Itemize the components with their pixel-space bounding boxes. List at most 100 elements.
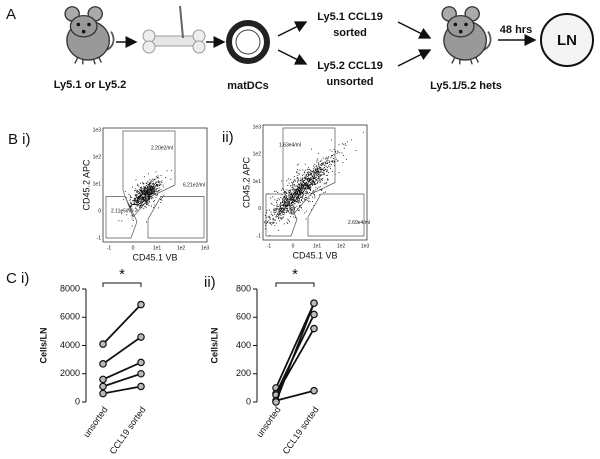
event-dot xyxy=(275,216,277,218)
event-dot xyxy=(295,200,297,202)
event-dot xyxy=(275,215,277,217)
event-dot xyxy=(297,192,299,194)
event-dot xyxy=(146,191,148,192)
event-dot xyxy=(153,186,155,188)
event-dot xyxy=(330,157,332,159)
x-tick-label: unsorted xyxy=(254,405,282,439)
event-dot xyxy=(144,189,146,191)
event-dot xyxy=(297,183,299,185)
event-dot xyxy=(293,200,295,201)
arrow xyxy=(397,21,432,39)
event-dot xyxy=(296,189,298,191)
event-dot xyxy=(315,174,317,176)
event-dot xyxy=(155,183,156,185)
event-dot xyxy=(299,192,301,194)
source-label: Ly5.1 or Ly5.2 xyxy=(54,79,127,91)
event-dot xyxy=(307,186,308,188)
event-dot xyxy=(152,193,154,195)
event-dot xyxy=(335,158,337,160)
event-dot xyxy=(312,178,314,180)
event-dot xyxy=(328,172,329,173)
event-dot xyxy=(135,204,136,206)
event-dot xyxy=(145,206,147,208)
data-point xyxy=(137,300,145,309)
event-dot xyxy=(279,210,281,211)
event-dot xyxy=(143,190,144,192)
event-dot xyxy=(142,202,144,203)
event-dot xyxy=(297,195,299,196)
event-dot xyxy=(286,189,288,191)
event-dot xyxy=(130,206,131,208)
event-dot xyxy=(293,191,295,192)
event-dot xyxy=(294,180,296,182)
event-dot xyxy=(299,209,300,211)
event-dot xyxy=(329,161,331,163)
event-dot xyxy=(290,199,291,201)
event-dot xyxy=(303,198,305,199)
event-dot xyxy=(138,193,140,194)
event-dot xyxy=(149,179,151,181)
event-dot xyxy=(282,216,284,218)
event-dot xyxy=(145,194,147,196)
event-dot xyxy=(296,181,298,183)
event-dot xyxy=(300,204,302,206)
event-dot xyxy=(274,191,276,192)
event-dot xyxy=(289,189,291,191)
event-dot xyxy=(297,196,298,197)
event-dot xyxy=(323,163,324,165)
event-dot xyxy=(158,185,160,186)
event-dot xyxy=(273,209,275,210)
event-dot xyxy=(151,187,153,189)
event-dot xyxy=(297,192,298,194)
event-dot xyxy=(299,188,301,189)
event-dot xyxy=(273,222,275,224)
event-dot xyxy=(313,205,315,206)
event-dot xyxy=(294,203,296,205)
event-dot xyxy=(147,185,148,187)
event-dot xyxy=(309,182,311,183)
event-dot xyxy=(148,195,150,197)
event-dot xyxy=(306,185,308,187)
event-dot xyxy=(284,208,286,209)
event-dot xyxy=(299,191,301,193)
event-dot xyxy=(297,181,299,183)
event-dot xyxy=(315,187,317,189)
event-dot xyxy=(308,187,310,189)
event-dot xyxy=(276,203,278,205)
event-dot xyxy=(309,187,311,189)
event-dot xyxy=(270,223,271,225)
event-dot xyxy=(294,217,296,218)
event-dot xyxy=(300,186,302,188)
event-dot xyxy=(130,203,132,204)
event-dot xyxy=(309,200,311,202)
event-dot xyxy=(154,204,156,206)
event-dot xyxy=(153,189,155,190)
event-dot xyxy=(278,214,280,216)
event-dot xyxy=(162,186,164,188)
event-dot xyxy=(142,204,144,206)
event-dot xyxy=(148,192,150,194)
event-dot xyxy=(276,213,278,215)
event-dot xyxy=(290,203,292,204)
event-dot xyxy=(328,159,330,161)
event-dot xyxy=(275,190,277,192)
event-dot xyxy=(334,162,335,164)
event-dot xyxy=(280,217,281,219)
event-dot xyxy=(284,201,286,203)
event-dot xyxy=(303,192,305,194)
event-dot xyxy=(281,189,282,191)
event-dot xyxy=(136,197,138,199)
event-dot xyxy=(120,211,122,213)
event-dot xyxy=(287,204,289,206)
event-dot xyxy=(296,185,297,187)
event-dot xyxy=(362,131,364,133)
event-dot xyxy=(140,195,141,197)
event-dot xyxy=(140,187,142,189)
event-dot xyxy=(137,191,139,193)
event-dot xyxy=(289,201,291,202)
event-dot xyxy=(299,192,301,194)
event-dot xyxy=(327,169,328,171)
x-tick-label: 1e2 xyxy=(337,243,346,249)
event-dot xyxy=(150,189,152,190)
event-dot xyxy=(278,218,280,219)
